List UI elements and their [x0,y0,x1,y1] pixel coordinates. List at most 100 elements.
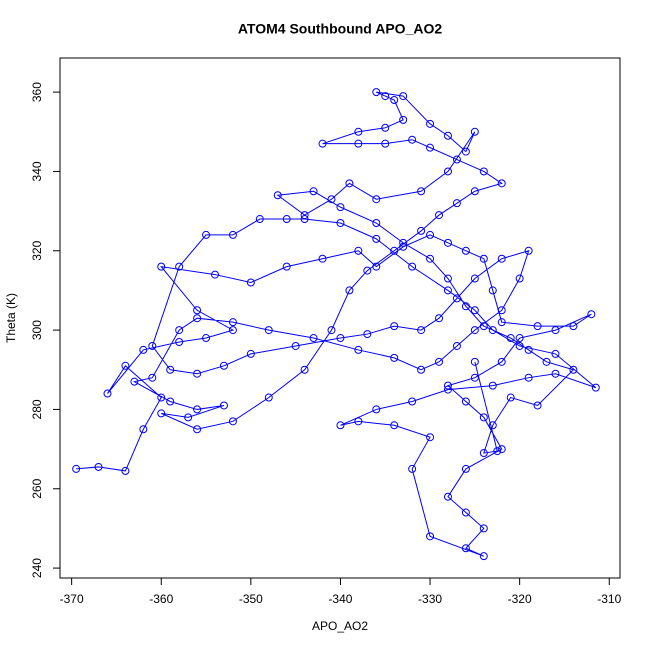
data-point [408,397,417,406]
data-point [479,167,488,176]
data-point [148,341,157,350]
data-point [264,393,273,402]
data-point [345,286,354,295]
data-point [443,131,452,140]
data-point [363,266,372,275]
data-point [452,155,461,164]
data-point [426,532,435,541]
data-point [461,397,470,406]
data-point [426,119,435,128]
data-point [452,199,461,208]
x-tick-label: -370 [60,592,84,606]
data-point [246,349,255,358]
data-point [479,524,488,533]
data-point [497,306,506,315]
data-point [157,409,166,418]
data-point [282,215,291,224]
data-point [273,191,282,200]
x-tick-label: -340 [328,592,352,606]
data-point [515,274,524,283]
data-point [390,246,399,255]
data-point [488,421,497,430]
data-point [506,393,515,402]
data-point [452,294,461,303]
x-axis-label: APO_AO2 [312,619,368,633]
data-point [336,219,345,228]
data-point [524,345,533,354]
data-point [443,286,452,295]
data-point [345,179,354,188]
y-axis-label: Theta (K) [4,293,18,343]
data-point [300,365,309,374]
data-point [354,127,363,136]
data-point [426,433,435,442]
data-point [300,211,309,220]
y-tick-label: 360 [30,82,44,102]
x-tick-label: -360 [149,592,173,606]
data-point [130,377,139,386]
data-point [264,326,273,335]
data-point [354,246,363,255]
x-tick-label: -350 [239,592,263,606]
data-point [461,302,470,311]
data-point [533,401,542,410]
data-point [542,357,551,366]
y-tick-label: 300 [30,320,44,340]
data-point [443,238,452,247]
data-point [426,254,435,263]
data-point [390,353,399,362]
data-line [76,91,597,557]
data-point [184,413,193,422]
data-point [336,421,345,430]
data-point [202,230,211,239]
data-point [551,369,560,378]
data-point [470,373,479,382]
data-point [139,425,148,434]
data-point [228,318,237,327]
data-point [309,334,318,343]
data-point [193,405,202,414]
data-point [193,369,202,378]
data-point [246,278,255,287]
data-point [354,417,363,426]
y-tick-label: 320 [30,240,44,260]
data-point [255,215,264,224]
data-point [470,127,479,136]
data-point [399,115,408,124]
data-point [497,179,506,188]
data-point [470,187,479,196]
data-point [354,345,363,354]
data-point [493,447,502,456]
data-point [551,326,560,335]
data-point [479,322,488,331]
data-point [443,385,452,394]
data-point [211,270,220,279]
data-point [354,139,363,148]
data-point [569,365,578,374]
data-point [461,544,470,553]
data-point [524,373,533,382]
data-point [488,381,497,390]
data-point [443,492,452,501]
data-point [193,425,202,434]
data-point [282,262,291,271]
data-point [175,326,184,335]
data-point [318,139,327,148]
data-point [417,365,426,374]
data-point [488,326,497,335]
data-point [175,337,184,346]
data-point [372,262,381,271]
data-point [479,254,488,263]
data-point [336,203,345,212]
data-point [202,334,211,343]
data-point [291,341,300,350]
data-point [497,357,506,366]
data-point [408,135,417,144]
data-point [470,306,479,315]
chart-title: ATOM4 Southbound APO_AO2 [238,21,443,37]
data-point [219,401,228,410]
data-point [148,373,157,382]
data-point [327,326,336,335]
